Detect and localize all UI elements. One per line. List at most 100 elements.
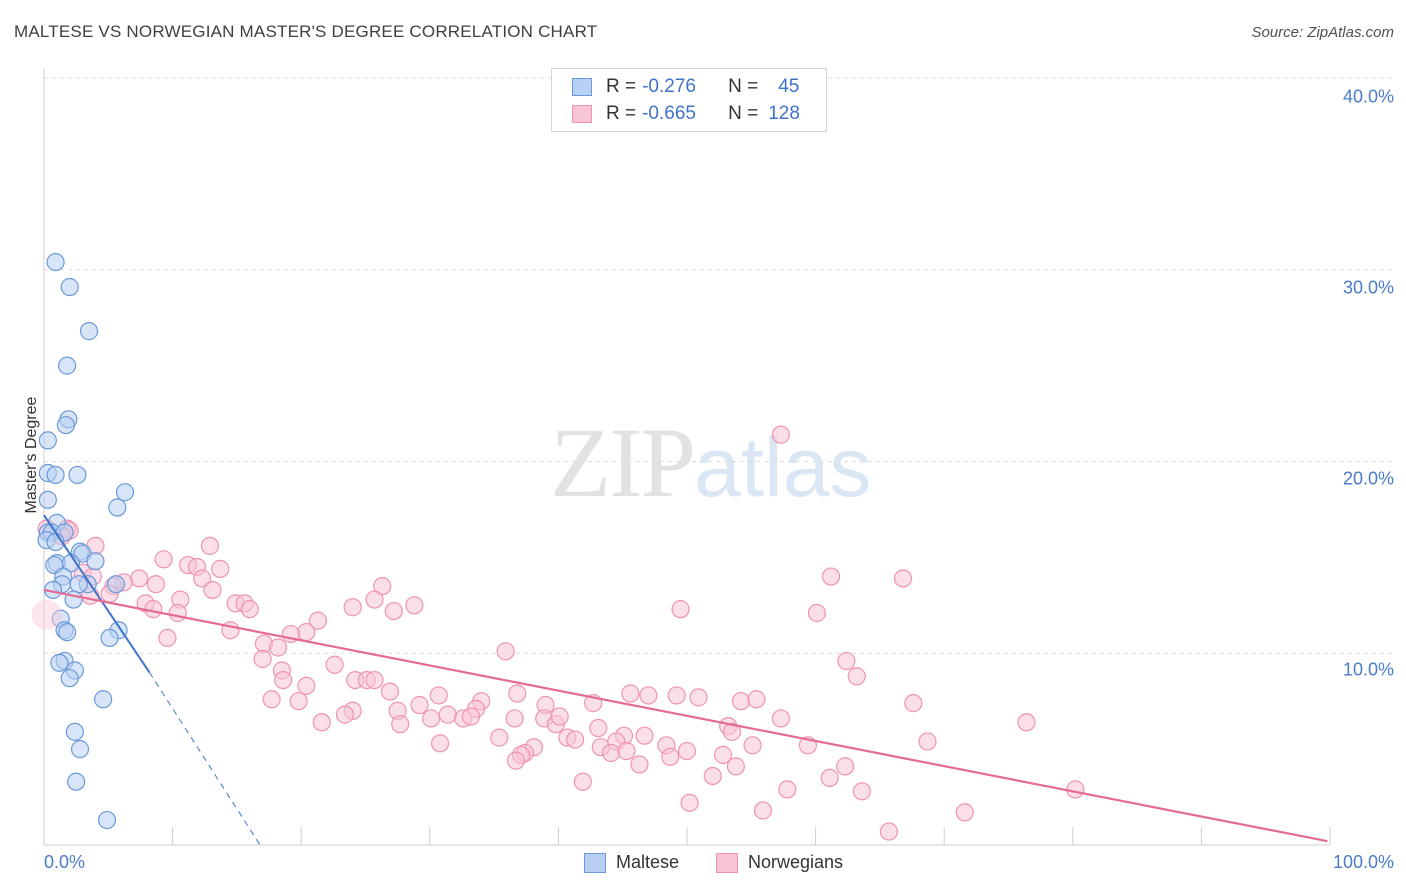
norwegian-point bbox=[461, 707, 481, 726]
grid-lines bbox=[44, 77, 1392, 654]
norwegian-point bbox=[1017, 713, 1036, 732]
norwegian-point bbox=[410, 695, 429, 715]
norwegian-point bbox=[343, 598, 362, 617]
maltese-point bbox=[70, 740, 90, 759]
bottom-legend-label-norwegians: Norwegians bbox=[748, 852, 844, 872]
legend-n-value: 128 bbox=[768, 103, 800, 124]
norwegian-point bbox=[771, 425, 790, 444]
maltese-point bbox=[38, 431, 57, 450]
norwegian-point bbox=[193, 569, 212, 588]
norwegian-point bbox=[384, 601, 403, 621]
norwegian-point bbox=[262, 690, 281, 709]
norwegian-point bbox=[365, 670, 384, 690]
data-points bbox=[31, 252, 1085, 841]
legend-r-value: -0.276 bbox=[642, 76, 696, 97]
maltese-point bbox=[38, 490, 57, 509]
bottom-legend-maltese: Maltese bbox=[584, 852, 679, 873]
maltese-point bbox=[65, 722, 84, 741]
watermark-zip: ZIP bbox=[550, 407, 696, 518]
maltese-point bbox=[69, 575, 88, 594]
norwegian-point bbox=[747, 690, 766, 709]
norwegian-point bbox=[380, 682, 400, 701]
maltese-trend-line bbox=[43, 514, 151, 673]
bottom-legend-norwegians: Norwegians bbox=[716, 852, 843, 873]
norwegian-point bbox=[391, 715, 410, 734]
legend-n-label: N = bbox=[728, 76, 759, 97]
norwegian-point bbox=[429, 686, 448, 705]
maltese-point bbox=[58, 356, 77, 375]
legend-r-label: R = bbox=[606, 76, 637, 97]
norwegian-point bbox=[274, 670, 293, 690]
norwegian-point bbox=[661, 747, 680, 766]
maltese-point bbox=[106, 575, 126, 594]
norwegian-point bbox=[438, 705, 457, 724]
norwegian-point bbox=[589, 718, 608, 738]
legend-swatch-maltese bbox=[572, 78, 592, 96]
y-tick-label-10: 10.0% bbox=[1342, 659, 1394, 680]
norwegian-point bbox=[893, 569, 913, 588]
norwegian-point bbox=[713, 745, 733, 764]
norwegian-point bbox=[639, 686, 658, 705]
legend-swatch-norwegians bbox=[572, 105, 592, 123]
norwegian-point bbox=[671, 600, 690, 619]
norwegian-point bbox=[703, 766, 722, 786]
norwegian-point bbox=[168, 603, 187, 623]
norwegian-point bbox=[635, 726, 654, 745]
norwegian-point bbox=[405, 596, 424, 615]
norwegian-point bbox=[289, 692, 308, 711]
norwegian-point bbox=[847, 667, 866, 686]
maltese-point bbox=[100, 628, 119, 648]
norwegian-point bbox=[879, 822, 899, 841]
legend-n-value: 45 bbox=[778, 76, 800, 97]
norwegian-point bbox=[753, 801, 772, 820]
y-tick-label-40: 40.0% bbox=[1342, 86, 1394, 107]
source-label: Source: ZipAtlas.com bbox=[1251, 24, 1394, 41]
norwegian-point bbox=[918, 732, 937, 751]
norwegian-point bbox=[771, 709, 790, 728]
norwegian-point bbox=[602, 743, 621, 763]
maltese-point bbox=[68, 465, 87, 485]
norwegian-point bbox=[373, 577, 392, 596]
norwegian-point bbox=[852, 782, 871, 801]
norwegian-point bbox=[505, 709, 524, 728]
norwegian-point bbox=[617, 741, 636, 761]
norwegian-point bbox=[821, 567, 841, 586]
y-tick-label-30: 30.0% bbox=[1342, 277, 1394, 298]
maltese-point bbox=[97, 810, 117, 830]
chart-title: MALTESE VS NORWEGIAN MASTER'S DEGREE COR… bbox=[14, 22, 598, 41]
maltese-point bbox=[115, 483, 135, 502]
norwegian-point bbox=[667, 686, 686, 705]
norwegian-point bbox=[490, 728, 509, 747]
norwegian-point bbox=[200, 536, 219, 555]
x-tick-label-max: 100.0% bbox=[1332, 852, 1394, 872]
norwegian-point bbox=[731, 692, 751, 711]
norwegian-point bbox=[722, 722, 742, 741]
legend: R = -0.276 N = 45 R = -0.665 N = 128 bbox=[551, 68, 827, 132]
norwegian-point bbox=[726, 757, 745, 776]
maltese-point bbox=[50, 653, 69, 672]
maltese-point bbox=[79, 322, 99, 341]
norwegian-point bbox=[203, 580, 222, 600]
norwegian-point bbox=[573, 772, 592, 791]
legend-row-norwegians: R = -0.665 N = 128 bbox=[572, 101, 800, 127]
norwegian-point bbox=[550, 707, 569, 726]
maltese-trend-extension bbox=[149, 672, 261, 846]
maltese-point bbox=[94, 690, 113, 709]
norwegian-point bbox=[680, 793, 699, 812]
norwegian-point bbox=[506, 751, 526, 770]
bottom-legend-label-maltese: Maltese bbox=[616, 852, 680, 872]
maltese-point bbox=[46, 252, 65, 272]
maltese-point bbox=[46, 465, 65, 485]
maltese-point bbox=[58, 623, 77, 642]
maltese-point bbox=[86, 552, 105, 571]
norwegian-point bbox=[807, 603, 826, 623]
norwegian-point bbox=[130, 569, 149, 588]
norwegian-point bbox=[421, 709, 441, 728]
norwegian-point bbox=[297, 676, 316, 695]
legend-r-value: -0.665 bbox=[642, 103, 696, 124]
norwegian-point bbox=[837, 651, 856, 671]
norwegian-point bbox=[496, 642, 515, 661]
axes bbox=[43, 68, 1331, 846]
norwegian-point bbox=[904, 694, 923, 713]
norwegian-point bbox=[365, 590, 384, 609]
